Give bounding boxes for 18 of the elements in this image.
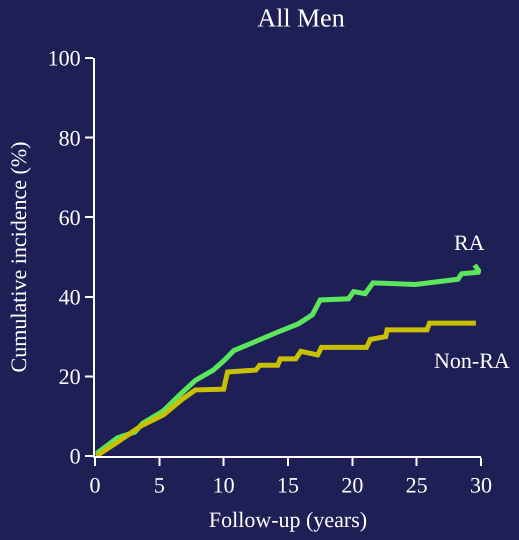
series-label: Non-RA [434,348,510,373]
x-tick-label: 10 [212,472,235,498]
y-axis-title: Cumulative incidence (%) [6,142,31,372]
y-tick-label: 40 [58,284,81,310]
y-tick-label: 100 [48,46,81,71]
x-tick-label: 25 [406,472,428,498]
x-tick-label: 20 [341,472,364,498]
y-tick-label: 20 [58,364,81,390]
y-tick-label: 60 [58,204,81,230]
x-tick-label: 15 [277,472,299,498]
x-axis-title: Follow-up (years) [208,506,368,532]
y-tick-label: 80 [58,125,81,150]
x-tick-label: 30 [470,472,492,498]
x-tick-label: 5 [154,472,165,498]
y-tick-label: 0 [70,444,81,469]
chart-title: All Men [257,3,345,32]
x-tick-label: 0 [90,472,100,498]
series-label: RA [454,230,485,255]
